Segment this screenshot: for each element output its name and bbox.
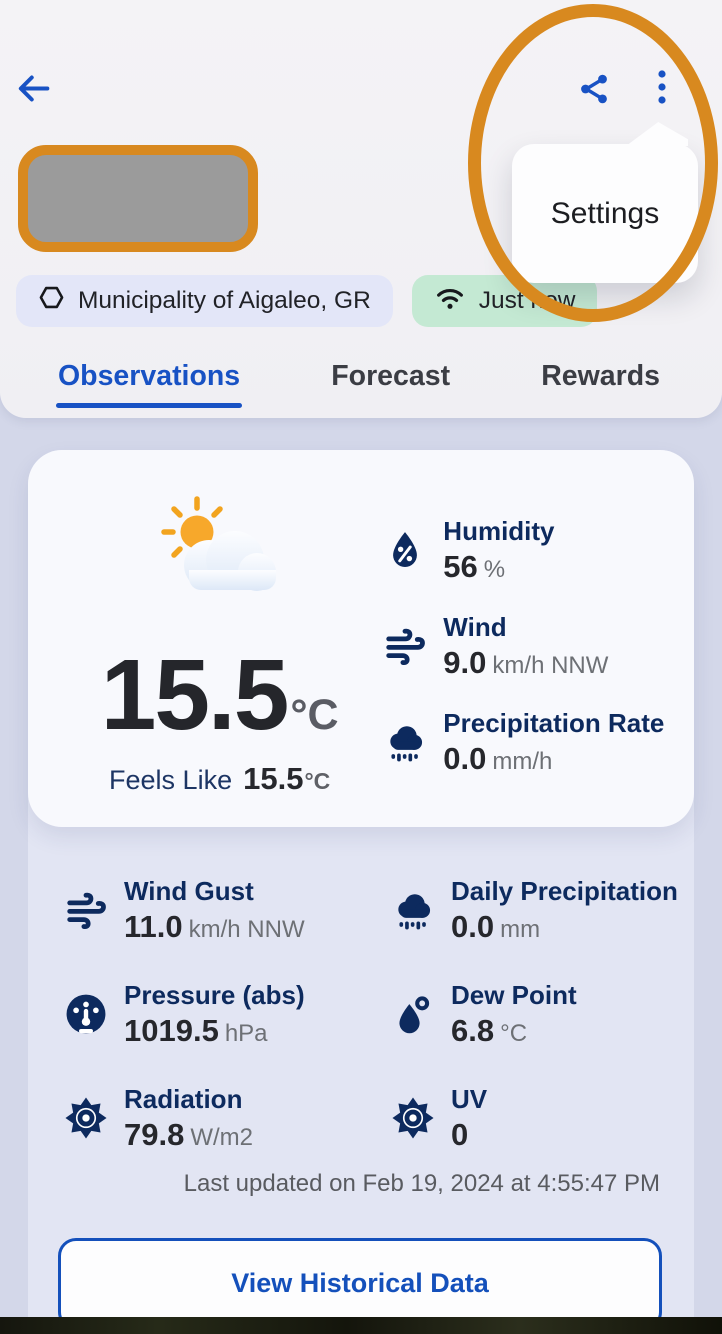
metric-daily-precipitation: Daily Precipitation 0.0 mm bbox=[389, 876, 678, 944]
tab-forecast[interactable]: Forecast bbox=[330, 360, 451, 408]
feels-like-unit: °C bbox=[304, 768, 331, 794]
background-photo-strip bbox=[0, 1317, 722, 1334]
back-button[interactable] bbox=[15, 70, 52, 107]
station-metrics-grid: Wind Gust 11.0 km/h NNW Daily Precipitati… bbox=[28, 827, 694, 1152]
precipitation-icon bbox=[381, 719, 428, 766]
wind-icon bbox=[62, 887, 109, 934]
metric-unit: km/h NNW bbox=[492, 651, 609, 679]
metric-value: 9.0 bbox=[443, 644, 487, 680]
metric-value: 56 bbox=[443, 548, 478, 584]
pressure-gauge-icon bbox=[62, 991, 109, 1038]
metric-unit: mm/h bbox=[492, 747, 553, 775]
app-header: Municipality of Aigaleo, GR Just now Obs… bbox=[0, 0, 722, 418]
station-name-redacted-box bbox=[18, 145, 258, 252]
metric-unit: hPa bbox=[224, 1019, 268, 1047]
temperature-panel: 15.5 °C Feels Like 15.5 °C bbox=[58, 494, 381, 797]
settings-menu-popup: Settings bbox=[512, 144, 698, 283]
current-conditions-panel: 15.5 °C Feels Like 15.5 °C Humidity bbox=[28, 450, 694, 827]
metric-value: 0.0 bbox=[451, 908, 495, 944]
radiation-icon bbox=[62, 1095, 109, 1142]
metric-precipitation-rate: Precipitation Rate 0.0 mm/h bbox=[381, 707, 668, 776]
hexagon-region-icon bbox=[38, 284, 65, 318]
metric-wind: Wind 9.0 km/h NNW bbox=[381, 611, 668, 680]
metric-radiation: Radiation 79.8 W/m2 bbox=[62, 1083, 389, 1152]
current-temperature: 15.5 °C bbox=[101, 645, 339, 745]
metric-label: Precipitation Rate bbox=[443, 707, 665, 738]
metric-unit: % bbox=[483, 555, 506, 583]
metric-label: Dew Point bbox=[451, 979, 577, 1010]
metric-unit: km/h NNW bbox=[188, 915, 305, 943]
observations-card: 15.5 °C Feels Like 15.5 °C Humidity bbox=[28, 450, 694, 1317]
metric-wind-gust: Wind Gust 11.0 km/h NNW bbox=[62, 876, 389, 944]
station-chips: Municipality of Aigaleo, GR Just now bbox=[16, 275, 598, 327]
partly-cloudy-icon bbox=[144, 494, 296, 611]
location-chip[interactable]: Municipality of Aigaleo, GR bbox=[16, 275, 393, 327]
overflow-menu-button[interactable] bbox=[655, 68, 669, 108]
metric-dew-point: Dew Point 6.8 °C bbox=[389, 979, 678, 1048]
location-chip-label: Municipality of Aigaleo, GR bbox=[78, 287, 371, 314]
metric-label: UV bbox=[451, 1083, 488, 1114]
feels-like-row: Feels Like 15.5 °C bbox=[109, 761, 330, 797]
metric-value: 0 bbox=[451, 1116, 469, 1152]
metric-label: Radiation bbox=[124, 1083, 243, 1114]
metric-label: Daily Precipitation bbox=[451, 876, 678, 906]
wind-icon bbox=[381, 623, 428, 670]
temperature-value: 15.5 bbox=[100, 639, 290, 751]
metric-label: Pressure (abs) bbox=[124, 979, 305, 1010]
primary-metrics-column: Humidity 56% Wind 9.0 km/h NNW bbox=[381, 494, 668, 797]
metric-value: 0.0 bbox=[443, 740, 487, 776]
menu-item-settings[interactable]: Settings bbox=[512, 144, 698, 283]
arrow-left-icon bbox=[15, 75, 52, 110]
view-historical-data-button[interactable]: View Historical Data bbox=[58, 1237, 662, 1317]
share-button[interactable] bbox=[577, 72, 611, 106]
uv-icon bbox=[389, 1095, 436, 1142]
metric-pressure: Pressure (abs) 1019.5 hPa bbox=[62, 979, 389, 1048]
metric-value: 79.8 bbox=[124, 1116, 185, 1152]
metric-value: 11.0 bbox=[124, 908, 183, 944]
metric-uv: UV 0 bbox=[389, 1083, 678, 1152]
tab-observations[interactable]: Observations bbox=[55, 360, 243, 408]
metric-unit: mm bbox=[500, 915, 541, 943]
dew-point-icon bbox=[389, 991, 436, 1038]
temperature-unit: °C bbox=[290, 691, 339, 739]
precipitation-icon bbox=[389, 887, 436, 934]
feels-like-value: 15.5 bbox=[243, 761, 304, 796]
metric-unit: W/m2 bbox=[190, 1123, 254, 1151]
humidity-icon bbox=[381, 527, 428, 574]
last-updated-text: Last updated on Feb 19, 2024 at 4:55:47 … bbox=[183, 1169, 660, 1197]
tab-rewards[interactable]: Rewards bbox=[540, 360, 661, 408]
wifi-icon bbox=[434, 284, 466, 318]
metric-label: Humidity bbox=[443, 516, 555, 546]
last-active-chip-label: Just now bbox=[478, 287, 576, 314]
metric-humidity: Humidity 56% bbox=[381, 516, 668, 584]
metric-value: 1019.5 bbox=[124, 1012, 219, 1048]
metric-unit: °C bbox=[500, 1019, 528, 1047]
metric-label: Wind Gust bbox=[124, 876, 254, 906]
feels-like-label: Feels Like bbox=[109, 765, 233, 795]
metric-label: Wind bbox=[443, 611, 507, 642]
kebab-menu-icon bbox=[655, 70, 669, 111]
metric-value: 6.8 bbox=[451, 1012, 495, 1048]
share-icon bbox=[577, 74, 611, 109]
tab-bar: Observations Forecast Rewards bbox=[0, 360, 722, 408]
observations-content: 15.5 °C Feels Like 15.5 °C Humidity bbox=[0, 418, 722, 1317]
